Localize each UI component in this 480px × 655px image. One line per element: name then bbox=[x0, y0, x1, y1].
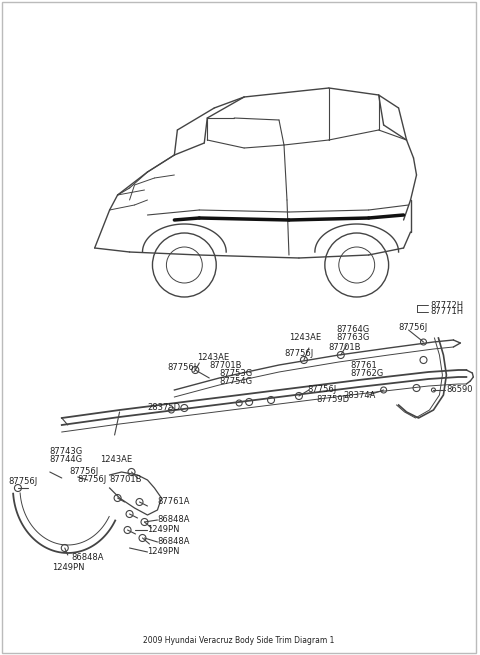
Text: 87772H: 87772H bbox=[431, 301, 464, 310]
Text: 87701B: 87701B bbox=[209, 362, 242, 371]
Text: 87759D: 87759D bbox=[317, 396, 350, 405]
Text: 87763G: 87763G bbox=[337, 333, 370, 343]
Text: 86848A: 86848A bbox=[157, 515, 190, 525]
Text: 87756J: 87756J bbox=[307, 386, 336, 394]
Text: 87764G: 87764G bbox=[337, 326, 370, 335]
Text: 87762G: 87762G bbox=[351, 369, 384, 379]
Text: 87771H: 87771H bbox=[431, 307, 464, 316]
Text: 87753G: 87753G bbox=[219, 369, 252, 379]
Text: 87761A: 87761A bbox=[157, 498, 190, 506]
Text: 87756J: 87756J bbox=[168, 364, 197, 373]
Text: 87756J: 87756J bbox=[8, 477, 37, 487]
Text: 87756J: 87756J bbox=[78, 476, 107, 485]
Text: 87743G: 87743G bbox=[50, 447, 83, 457]
Text: 86590: 86590 bbox=[446, 386, 473, 394]
Text: 28375D: 28375D bbox=[147, 403, 180, 413]
Text: 87744G: 87744G bbox=[50, 455, 83, 464]
Text: 87761: 87761 bbox=[351, 362, 377, 371]
Text: 1249PN: 1249PN bbox=[147, 525, 180, 534]
Text: 1249PN: 1249PN bbox=[52, 563, 84, 572]
Text: 1243AE: 1243AE bbox=[197, 354, 229, 362]
Text: 87701B: 87701B bbox=[109, 476, 142, 485]
Text: 87756J: 87756J bbox=[284, 348, 313, 358]
Text: 87754G: 87754G bbox=[219, 377, 252, 386]
Text: 28374A: 28374A bbox=[344, 390, 376, 400]
Text: 87756J: 87756J bbox=[70, 468, 99, 476]
Text: 1249PN: 1249PN bbox=[147, 548, 180, 557]
Text: 2009 Hyundai Veracruz Body Side Trim Diagram 1: 2009 Hyundai Veracruz Body Side Trim Dia… bbox=[144, 636, 335, 645]
Text: 86848A: 86848A bbox=[157, 538, 190, 546]
Text: 87756J: 87756J bbox=[398, 324, 428, 333]
Text: 86848A: 86848A bbox=[72, 553, 104, 563]
Text: 1243AE: 1243AE bbox=[289, 333, 321, 343]
Text: 1243AE: 1243AE bbox=[100, 455, 132, 464]
Text: 87701B: 87701B bbox=[329, 343, 361, 352]
